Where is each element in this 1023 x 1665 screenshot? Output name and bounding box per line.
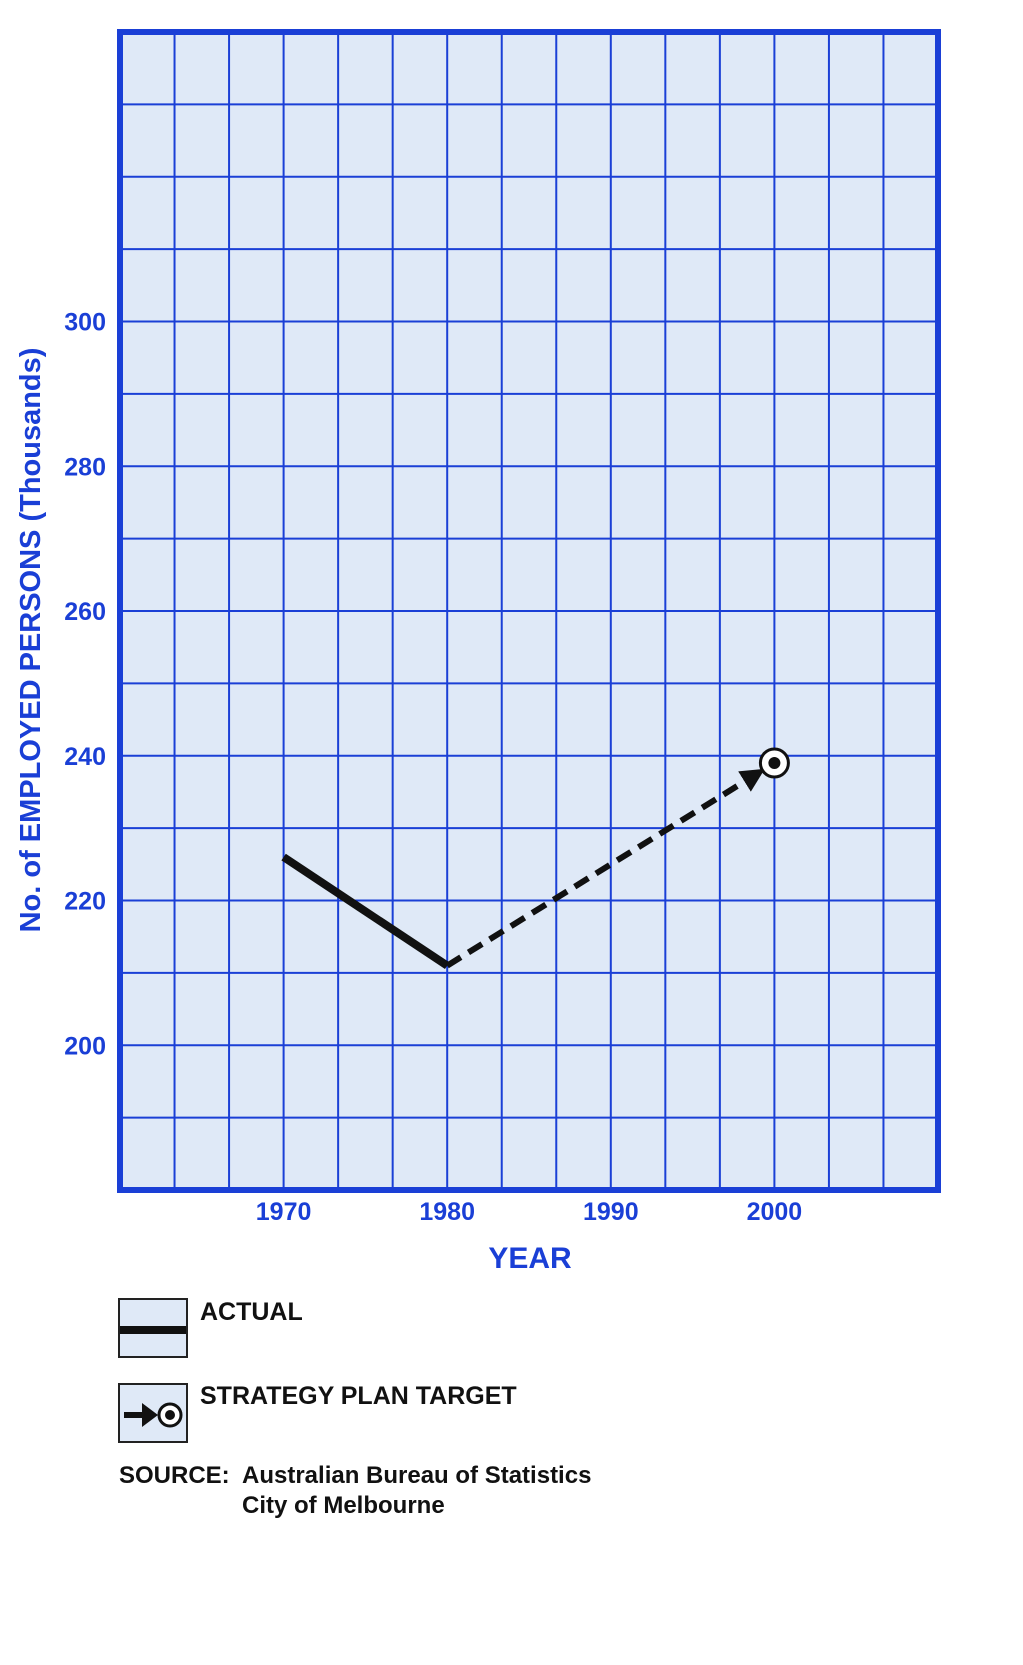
legend-actual-swatch	[118, 1298, 188, 1358]
source-label: SOURCE:	[119, 1462, 230, 1489]
y-axis-ticks: 200 220 240 260 280 300	[64, 309, 106, 1061]
series-actual-line	[281, 853, 450, 969]
series-target-arrow	[445, 768, 765, 969]
y-tick-label: 240	[64, 743, 106, 771]
x-tick-label: 1990	[583, 1198, 639, 1226]
x-tick-label: 1970	[256, 1198, 312, 1226]
series-layer	[281, 747, 790, 969]
y-tick-label: 260	[64, 598, 106, 626]
y-axis-title: No. of EMPLOYED PERSONS (Thousands)	[15, 348, 47, 933]
x-axis-ticks: 1970 1980 1990 2000	[256, 1198, 802, 1226]
legend-target-swatch	[118, 1383, 188, 1443]
source-line-1: Australian Bureau of Statistics	[242, 1462, 592, 1489]
source-line-2: City of Melbourne	[242, 1492, 445, 1519]
grid-lines	[120, 32, 938, 1190]
legend-label-actual: ACTUAL	[200, 1298, 303, 1326]
x-tick-label: 2000	[747, 1198, 803, 1226]
y-tick-label: 280	[64, 453, 106, 481]
plot-frame	[117, 29, 941, 1193]
x-axis-title: YEAR	[488, 1242, 572, 1275]
target-marker-dot	[768, 756, 781, 769]
arrow-target-icon	[124, 1402, 183, 1428]
x-tick-label: 1980	[419, 1198, 475, 1226]
y-tick-label: 200	[64, 1032, 106, 1060]
legend-label-target: STRATEGY PLAN TARGET	[200, 1382, 517, 1410]
y-tick-label: 220	[64, 888, 106, 916]
y-tick-label: 300	[64, 309, 106, 337]
